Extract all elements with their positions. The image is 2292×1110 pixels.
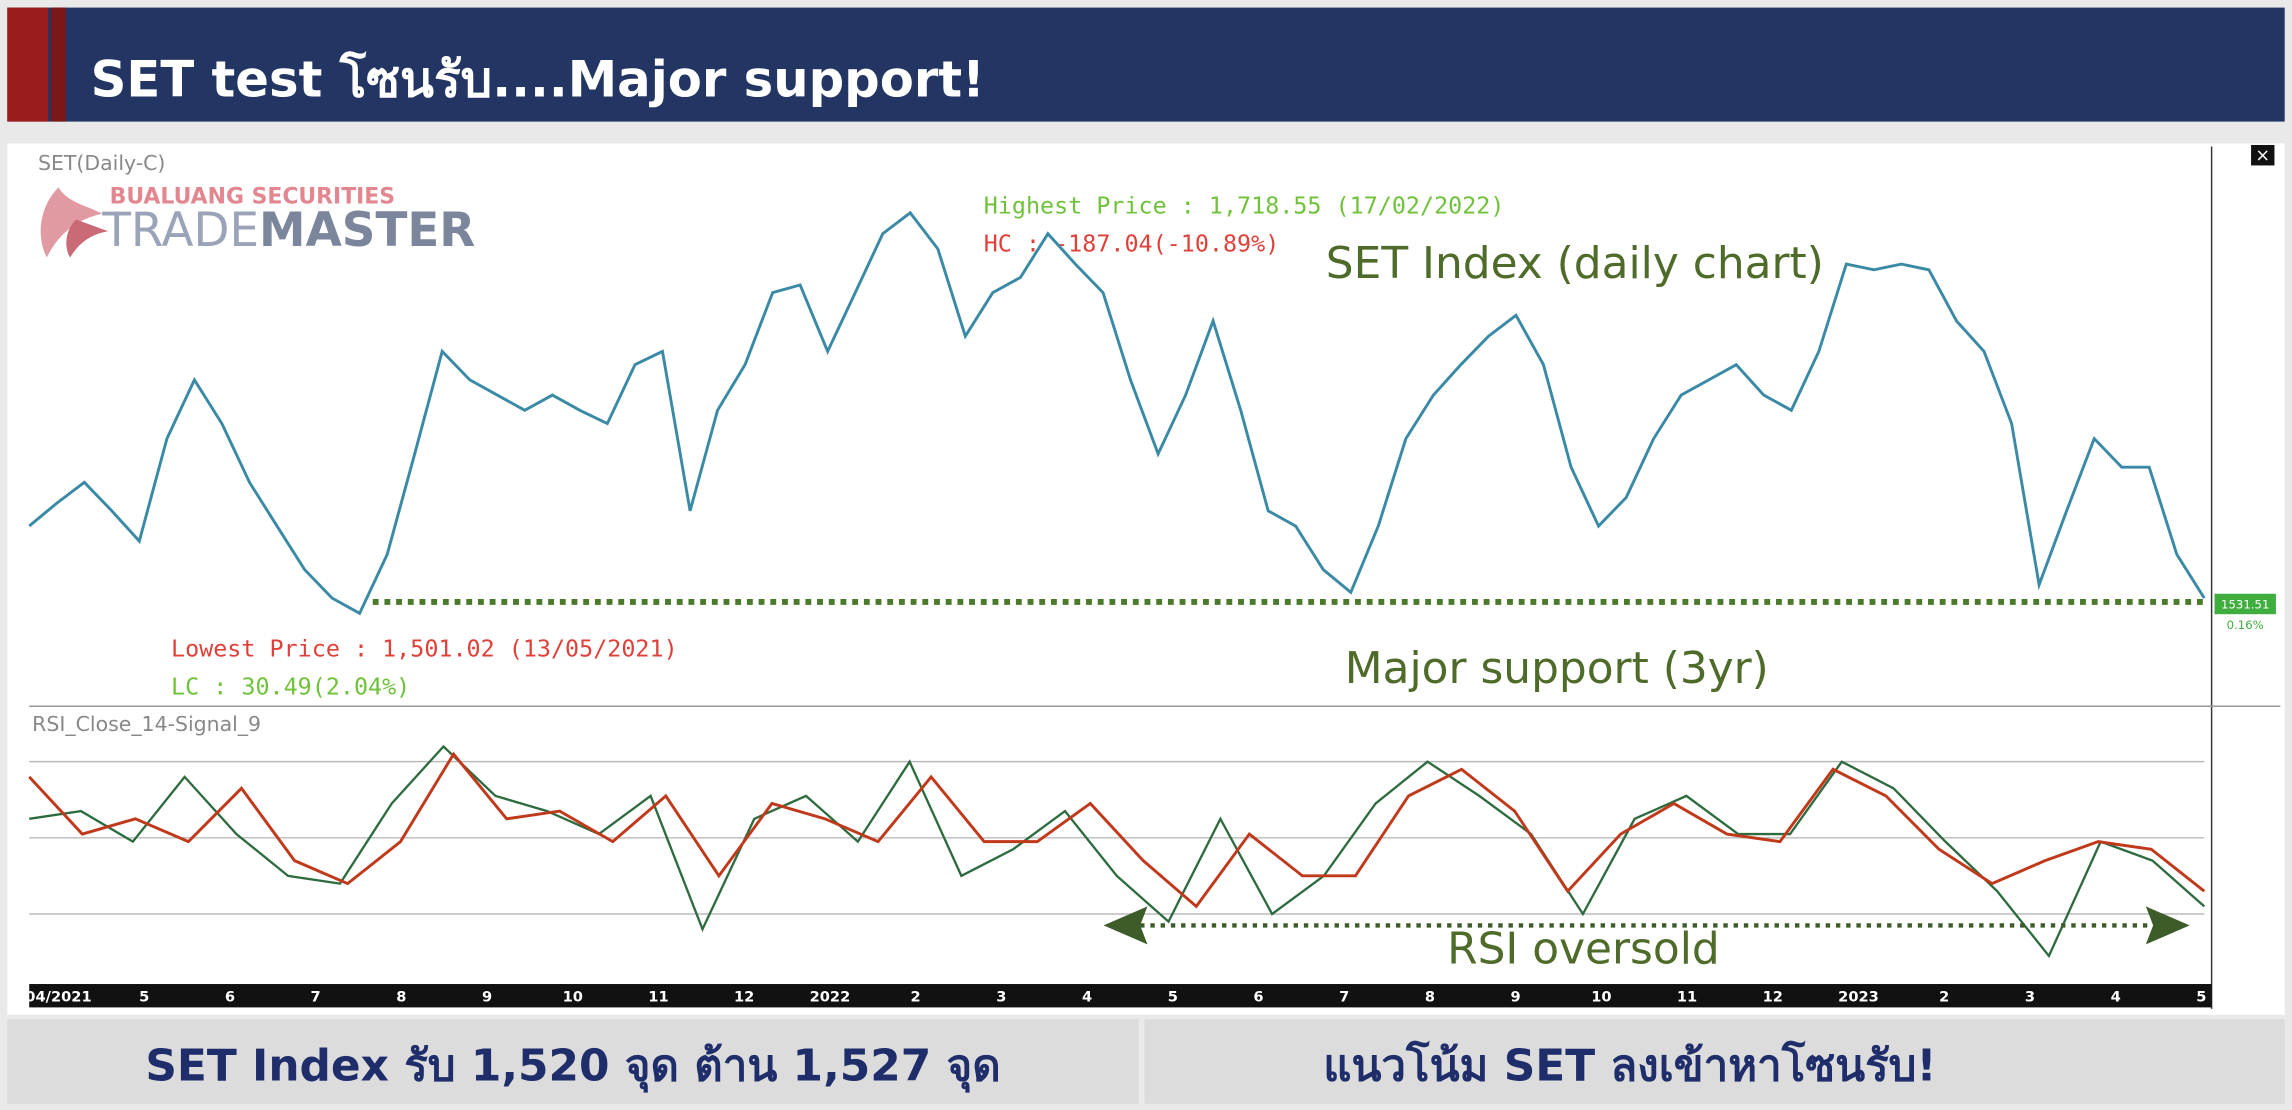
x-tick-label: 2022 <box>810 989 851 1006</box>
close-button[interactable] <box>2251 144 2275 166</box>
last-change: 0.16% <box>2227 618 2264 632</box>
x-tick-label: 12 <box>734 989 754 1006</box>
x-tick-label: 8 <box>1425 989 1435 1006</box>
logo-company: BUALUANG SECURITIES <box>110 184 395 209</box>
close-icon[interactable]: × <box>2255 146 2270 166</box>
x-tick-label: 11 <box>648 989 668 1006</box>
x-tick-label: 4 <box>2111 989 2121 1006</box>
x-tick-label: 10 <box>1591 989 1611 1006</box>
x-tick-label: 11 <box>1677 989 1697 1006</box>
last-price: 1531.51 <box>2221 597 2269 611</box>
header-stripe <box>51 7 66 122</box>
x-tick-label: 2 <box>1939 989 1949 1006</box>
x-tick-label: 7 <box>1339 989 1349 1006</box>
series-line <box>28 210 2206 616</box>
logo-mark <box>66 219 109 258</box>
x-tick-label: 4 <box>1082 989 1092 1006</box>
price-pane-label: SET(Daily-C) <box>38 151 165 175</box>
rsi-pane-label: RSI_Close_14-Signal_9 <box>32 712 261 737</box>
x-tick-label: 12 <box>1763 989 1783 1006</box>
logo-brand: TRADEMASTER <box>101 204 475 258</box>
x-tick-label: 7 <box>311 989 321 1006</box>
header-bar <box>7 7 2285 122</box>
x-tick-label: 6 <box>1253 989 1263 1006</box>
price-title: SET Index (daily chart) <box>1326 238 1824 289</box>
x-tick-label: 8 <box>396 989 406 1006</box>
footer-right: แนวโน้ม SET ลงเข้าหาโซนรับ! <box>1323 1039 1936 1091</box>
hc-annotation: HC : -187.04(-10.89%) <box>984 230 1280 258</box>
logo-brand-light: TRADE <box>101 204 259 258</box>
x-tick-label: 3 <box>996 989 1006 1006</box>
support-annotation: Major support (3yr) <box>1345 643 1769 694</box>
x-tick-label: 9 <box>482 989 492 1006</box>
x-tick-label: 5 <box>1168 989 1178 1006</box>
x-tick-label: 5 <box>139 989 149 1006</box>
arrow-left <box>1103 906 1148 945</box>
chart-panel <box>7 143 2285 1015</box>
header-stripe <box>7 7 49 122</box>
logo-mark <box>40 187 103 258</box>
time-axis <box>29 984 2212 1008</box>
footer-left: SET Index รับ 1,520 จุด ต้าน 1,527 จุด <box>145 1040 1000 1093</box>
x-tick-label: 9 <box>1511 989 1521 1006</box>
x-tick-label: 3 <box>2025 989 2035 1006</box>
x-tick-label: 04/2021 <box>25 989 91 1006</box>
header-title: SET test โซนรับ....Major support! <box>91 50 985 109</box>
last-price-tag <box>2214 593 2276 615</box>
rsi-annotation: RSI oversold <box>1447 924 1720 975</box>
x-tick-label: 2 <box>911 989 921 1006</box>
x-tick-label: 10 <box>563 989 583 1006</box>
x-tick-label: 2023 <box>1838 989 1879 1006</box>
footer-left-panel <box>7 1019 1139 1104</box>
footer-right-panel <box>1144 1019 2285 1104</box>
logo-brand-dark: MASTER <box>259 204 475 258</box>
lc-annotation: LC : 30.49(2.04%) <box>171 673 410 701</box>
highest-annotation: Highest Price : 1,718.55 (17/02/2022) <box>984 192 1505 220</box>
series-line <box>29 744 2206 959</box>
series-line <box>28 751 2206 909</box>
x-tick-label: 6 <box>225 989 235 1006</box>
x-tick-label: 5 <box>2196 989 2206 1006</box>
lowest-annotation: Lowest Price : 1,501.02 (13/05/2021) <box>171 635 678 663</box>
arrow-right <box>2145 906 2190 945</box>
